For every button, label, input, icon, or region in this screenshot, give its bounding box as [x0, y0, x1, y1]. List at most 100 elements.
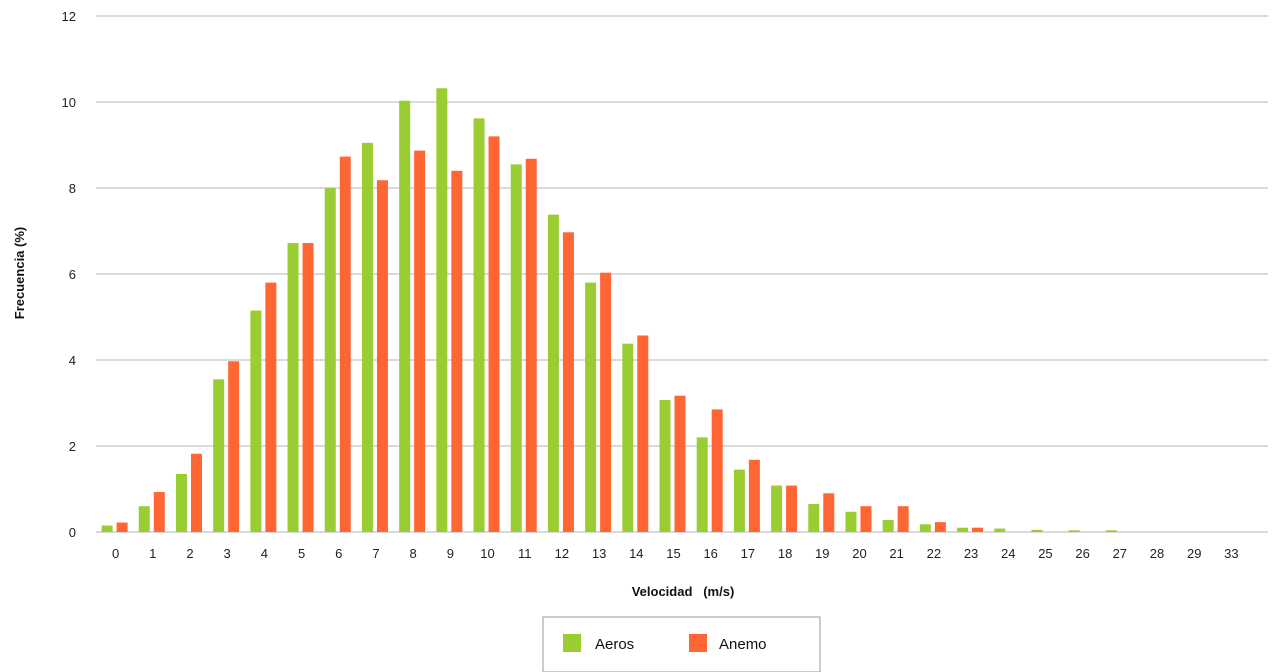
bar-anemo-5 — [302, 243, 314, 533]
x-tick-label: 29 — [1187, 546, 1201, 561]
x-tick-label: 21 — [889, 546, 903, 561]
bar-anemo-14 — [637, 335, 649, 532]
bar-aeros-11 — [510, 164, 522, 532]
bar-aeros-24 — [994, 528, 1006, 532]
y-tick-labels: 0 2 4 6 8 10 12 — [62, 9, 76, 540]
x-tick-label: 20 — [852, 546, 866, 561]
bar-aeros-16 — [696, 437, 708, 532]
bar-anemo-7 — [376, 180, 388, 532]
bar-anemo-4 — [265, 282, 277, 532]
bar-anemo-9 — [451, 170, 463, 533]
bar-aeros-7 — [361, 142, 373, 532]
bar-anemo-0 — [116, 522, 128, 532]
x-tick-label: 23 — [964, 546, 978, 561]
x-tick-label: 25 — [1038, 546, 1052, 561]
x-tick-labels: 0 1 2 3 4 5 6 7 8 9 10 11 12 13 14 15 16 17 18 19 20 21 22 23 24… — [112, 546, 1239, 561]
bar-anemo-11 — [525, 158, 537, 532]
bar-aeros-23 — [957, 527, 969, 532]
bar-aeros-19 — [808, 504, 820, 532]
legend-swatch-aeros — [563, 634, 581, 652]
bar-aeros-13 — [585, 282, 597, 532]
legend: Aeros Anemo — [542, 616, 821, 672]
x-axis-title: Velocidad (m/s) — [632, 584, 735, 599]
bar-aeros-6 — [324, 188, 336, 532]
x-tick-label: 5 — [298, 546, 305, 561]
x-tick-label: 11 — [518, 546, 532, 561]
bar-anemo-21 — [897, 506, 909, 532]
bar-aeros-25 — [1031, 529, 1043, 532]
bar-aeros-12 — [547, 214, 559, 532]
x-tick-label: 26 — [1075, 546, 1089, 561]
bar-aeros-5 — [287, 243, 299, 533]
y-tick-label: 12 — [62, 9, 76, 24]
y-tick-label: 8 — [69, 181, 76, 196]
y-tick-label: 0 — [69, 525, 76, 540]
y-tick-label: 2 — [69, 439, 76, 454]
bar-anemo-22 — [934, 522, 946, 532]
bar-aeros-4 — [250, 310, 262, 532]
y-axis-title: Frecuencia (%) — [12, 227, 27, 319]
x-tick-label: 3 — [224, 546, 231, 561]
legend-swatch-anemo — [689, 634, 707, 652]
bar-anemo-18 — [786, 485, 798, 532]
bar-aeros-15 — [659, 399, 671, 532]
bar-aeros-10 — [473, 118, 485, 532]
bar-anemo-12 — [562, 232, 574, 533]
bar-aeros-21 — [882, 519, 894, 532]
bar-aeros-2 — [175, 473, 187, 532]
x-tick-label: 12 — [555, 546, 569, 561]
bar-anemo-10 — [488, 136, 500, 532]
x-tick-label: 14 — [629, 546, 643, 561]
bar-anemo-8 — [414, 150, 426, 532]
x-tick-label: 33 — [1224, 546, 1238, 561]
x-tick-label: 15 — [666, 546, 680, 561]
x-tick-label: 24 — [1001, 546, 1015, 561]
x-tick-label: 28 — [1150, 546, 1164, 561]
x-tick-label: 22 — [927, 546, 941, 561]
x-tick-label: 8 — [410, 546, 417, 561]
bar-aeros-26 — [1068, 530, 1080, 532]
bar-anemo-1 — [153, 492, 165, 532]
x-tick-label: 18 — [778, 546, 792, 561]
bar-anemo-17 — [748, 459, 760, 532]
x-tick-label: 4 — [261, 546, 268, 561]
bar-aeros-20 — [845, 511, 857, 532]
bar-aeros-1 — [138, 506, 150, 532]
bar-aeros-8 — [399, 100, 411, 533]
y-tick-label: 6 — [69, 267, 76, 282]
bar-anemo-13 — [600, 272, 612, 532]
bar-anemo-23 — [972, 527, 984, 532]
bar-aeros-18 — [771, 485, 783, 532]
x-tick-label: 1 — [149, 546, 156, 561]
bar-aeros-17 — [733, 469, 745, 532]
x-tick-label: 9 — [447, 546, 454, 561]
x-tick-label: 2 — [186, 546, 193, 561]
legend-label-aeros: Aeros — [595, 636, 634, 653]
x-tick-label: 27 — [1113, 546, 1127, 561]
bar-anemo-15 — [674, 395, 686, 532]
bar-anemo-3 — [228, 361, 240, 532]
bar-aeros-9 — [436, 88, 448, 533]
x-tick-label: 7 — [372, 546, 379, 561]
bar-aeros-3 — [213, 379, 225, 532]
x-tick-label: 6 — [335, 546, 342, 561]
bar-aeros-22 — [919, 524, 931, 532]
x-tick-label: 13 — [592, 546, 606, 561]
bar-anemo-6 — [339, 156, 351, 533]
bar-anemo-19 — [823, 493, 835, 532]
x-tick-label: 16 — [703, 546, 717, 561]
legend-box — [542, 616, 821, 672]
legend-label-anemo: Anemo — [719, 636, 767, 653]
y-tick-label: 4 — [69, 353, 76, 368]
bars — [101, 88, 1117, 533]
x-tick-label: 10 — [480, 546, 494, 561]
x-tick-label: 19 — [815, 546, 829, 561]
y-tick-label: 10 — [62, 95, 76, 110]
x-tick-label: 0 — [112, 546, 119, 561]
bar-anemo-20 — [860, 506, 872, 532]
bar-anemo-16 — [711, 409, 723, 532]
bar-anemo-2 — [190, 453, 202, 532]
x-tick-label: 17 — [741, 546, 755, 561]
bar-aeros-0 — [101, 525, 113, 532]
